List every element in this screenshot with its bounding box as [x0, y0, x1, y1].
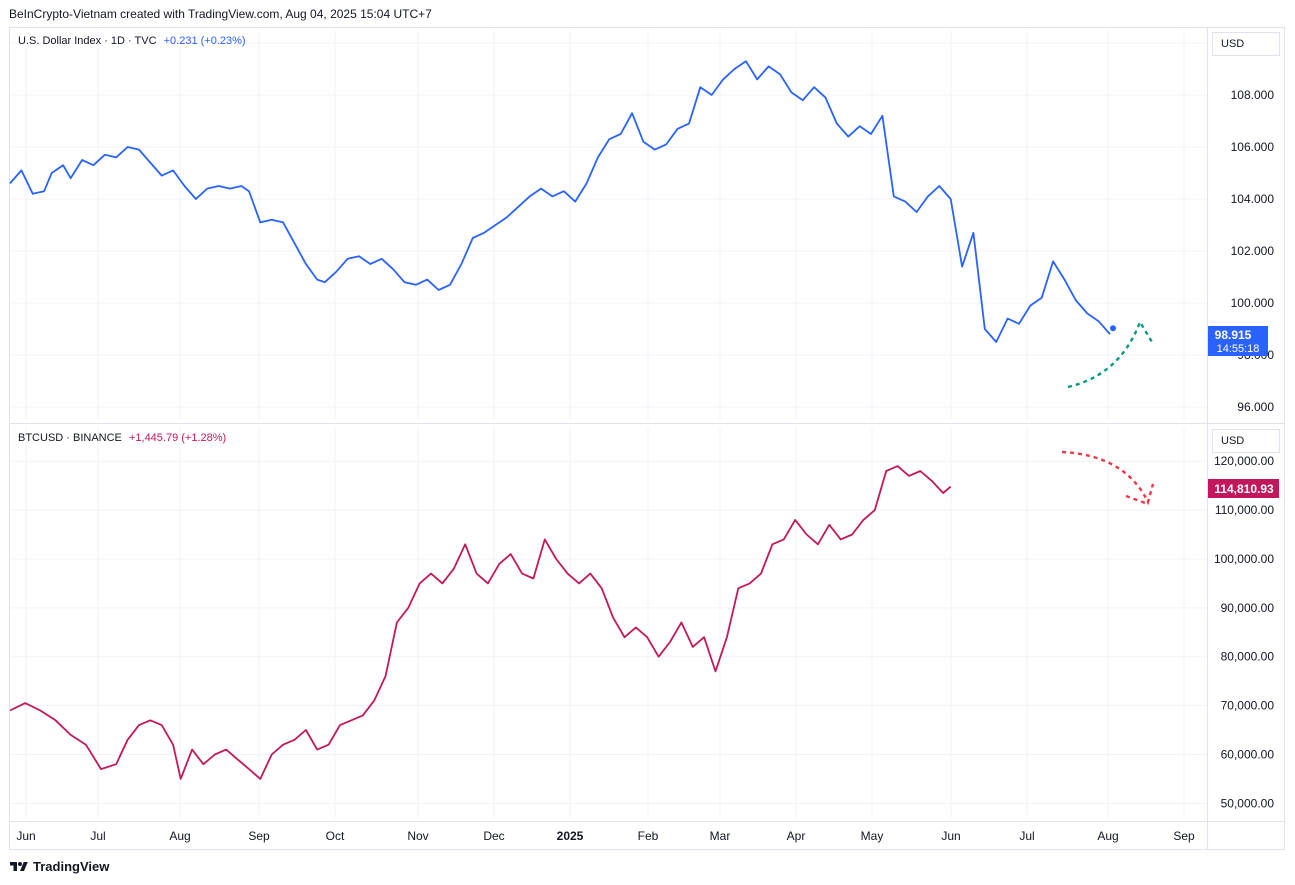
x-tick-label: Dec: [483, 829, 504, 843]
btc-y-tick-label: 80,000.00: [1221, 650, 1275, 664]
red-forecast-arrow: [1061, 450, 1155, 506]
dxy-countdown: 14:55:18: [1217, 343, 1260, 355]
dxy-price-value: 98.915: [1215, 328, 1252, 342]
x-tick-label: Jun: [16, 829, 35, 843]
btc-y-tick-label: 90,000.00: [1221, 601, 1275, 615]
green-forecast-arrow: [1067, 319, 1154, 389]
x-tick-label: Mar: [710, 829, 731, 843]
dxy-price-label: 98.915 14:55:18: [1208, 326, 1268, 356]
tradingview-brand: TradingView: [33, 859, 110, 874]
dxy-y-tick-label: 102.000: [1231, 244, 1275, 258]
x-tick-label: Aug: [1097, 829, 1118, 843]
btc-y-tick-label: 50,000.00: [1221, 796, 1275, 810]
dxy-last-point: [1110, 325, 1116, 332]
x-tick-label: Jul: [90, 829, 105, 843]
x-tick-label: 2025: [557, 829, 584, 843]
btc-legend-change: +1,445.79 (+1.28%): [128, 432, 227, 444]
dxy-legend-title: U.S. Dollar Index · 1D · TVC: [18, 35, 157, 47]
btc-price-value: 114,810.93: [1214, 482, 1274, 496]
chart-header: BeInCrypto-Vietnam created with TradingV…: [9, 7, 432, 21]
dxy-unit-button[interactable]: USD: [1212, 32, 1280, 56]
x-tick-label: Nov: [407, 829, 428, 843]
x-tick-label: Sep: [248, 829, 270, 843]
x-tick-label: May: [861, 829, 884, 843]
x-tick-label: Oct: [326, 829, 345, 843]
dxy-y-tick-label: 108.000: [1231, 88, 1275, 102]
x-tick-label: Apr: [787, 829, 806, 843]
x-tick-label: Jun: [941, 829, 960, 843]
btc-legend[interactable]: BTCUSD · BINANCE +1,445.79 (+1.28%): [18, 432, 226, 444]
dxy-legend[interactable]: U.S. Dollar Index · 1D · TVC +0.231 (+0.…: [18, 35, 246, 47]
btc-series-line: [9, 465, 952, 780]
x-tick-label: Sep: [1173, 829, 1195, 843]
btc-unit-button[interactable]: USD: [1212, 429, 1280, 453]
x-tick-label: Jul: [1019, 829, 1034, 843]
dxy-y-tick-label: 100.000: [1231, 296, 1275, 310]
chart-frame: [9, 27, 1285, 850]
dxy-y-tick-label: 106.000: [1231, 140, 1275, 154]
btc-y-tick-label: 120,000.00: [1214, 454, 1274, 468]
x-tick-label: Aug: [169, 829, 190, 843]
red-forecast-arrow-tail: [1125, 494, 1149, 506]
btc-price-label: 114,810.93: [1208, 479, 1279, 498]
btc-legend-title: BTCUSD · BINANCE: [18, 432, 122, 444]
dxy-y-tick-label: 96.000: [1237, 400, 1274, 414]
x-tick-label: Feb: [638, 829, 659, 843]
dxy-y-tick-label: 104.000: [1231, 192, 1275, 206]
dxy-series-line: [9, 60, 1111, 343]
btc-y-tick-label: 100,000.00: [1214, 552, 1274, 566]
btc-y-tick-label: 110,000.00: [1215, 503, 1274, 517]
btc-y-tick-label: 70,000.00: [1221, 699, 1275, 713]
tradingview-logo-icon: [10, 861, 28, 871]
dxy-legend-change: +0.231 (+0.23%): [163, 35, 246, 47]
btc-y-tick-label: 60,000.00: [1221, 747, 1275, 761]
tradingview-footer[interactable]: TradingView: [9, 859, 109, 874]
